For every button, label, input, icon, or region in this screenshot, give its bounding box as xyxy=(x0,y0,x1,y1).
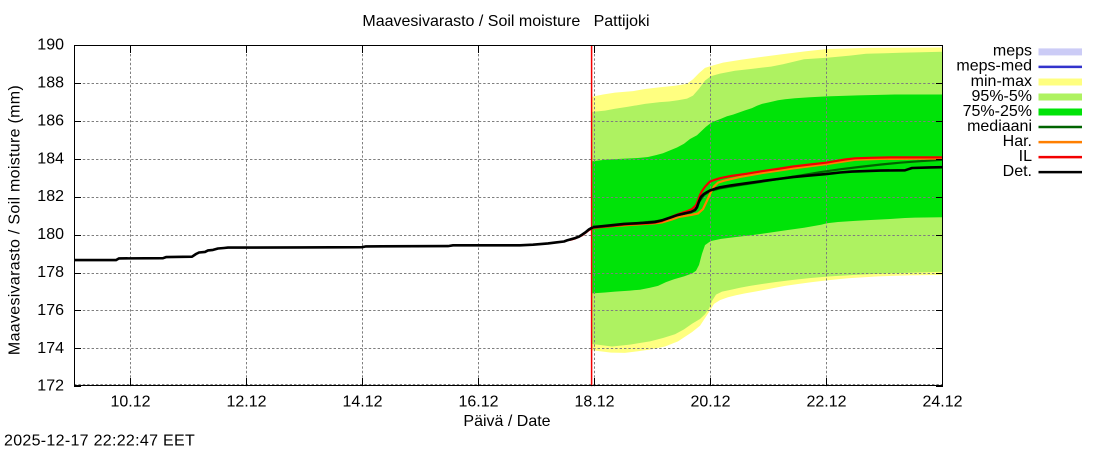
svg-text:Päivä / Date: Päivä / Date xyxy=(463,413,550,430)
svg-text:12.12: 12.12 xyxy=(226,393,266,410)
svg-text:22.12: 22.12 xyxy=(806,393,846,410)
svg-text:mediaani: mediaani xyxy=(967,118,1032,135)
svg-text:10.12: 10.12 xyxy=(110,393,150,410)
svg-text:18.12: 18.12 xyxy=(574,393,614,410)
svg-text:16.12: 16.12 xyxy=(458,393,498,410)
svg-text:min-max: min-max xyxy=(971,73,1032,90)
svg-text:14.12: 14.12 xyxy=(342,393,382,410)
svg-text:75%-25%: 75%-25% xyxy=(963,103,1032,120)
svg-text:Maavesivarasto / Soil moisture: Maavesivarasto / Soil moisture (mm) xyxy=(7,85,24,355)
svg-text:178: 178 xyxy=(37,264,64,281)
svg-text:Har.: Har. xyxy=(1003,133,1032,150)
svg-text:meps-med: meps-med xyxy=(956,58,1032,75)
svg-text:176: 176 xyxy=(37,302,64,319)
svg-text:186: 186 xyxy=(37,112,64,129)
svg-text:184: 184 xyxy=(37,150,64,167)
svg-text:20.12: 20.12 xyxy=(690,393,730,410)
svg-text:188: 188 xyxy=(37,75,64,92)
svg-text:95%-5%: 95%-5% xyxy=(972,88,1032,105)
svg-text:174: 174 xyxy=(37,340,64,357)
svg-text:172: 172 xyxy=(37,378,64,395)
svg-text:meps: meps xyxy=(993,43,1032,60)
svg-text:24.12: 24.12 xyxy=(922,393,962,410)
svg-text:190: 190 xyxy=(37,37,64,54)
svg-text:180: 180 xyxy=(37,226,64,243)
svg-text:Maavesivarasto / Soil moisture: Maavesivarasto / Soil moisture Pattijoki xyxy=(362,13,649,30)
svg-text:2025-12-17 22:22:47 EET: 2025-12-17 22:22:47 EET xyxy=(4,432,195,449)
svg-text:Det.: Det. xyxy=(1003,163,1032,180)
svg-text:182: 182 xyxy=(37,188,64,205)
svg-text:IL: IL xyxy=(1019,148,1032,165)
